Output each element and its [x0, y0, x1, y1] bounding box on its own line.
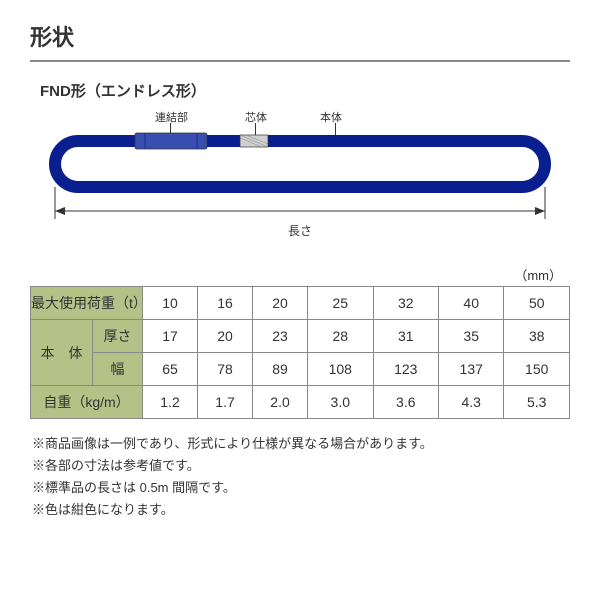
- note-2: ※標準品の長さは 0.5m 間隔です。: [32, 477, 570, 499]
- td-width-2: 89: [253, 353, 308, 386]
- td-thick-6: 38: [504, 320, 570, 353]
- td-weight-3: 3.0: [308, 386, 373, 419]
- td-thick-4: 31: [373, 320, 438, 353]
- td-load-6: 50: [504, 287, 570, 320]
- td-weight-6: 5.3: [504, 386, 570, 419]
- td-width-1: 78: [198, 353, 253, 386]
- td-weight-5: 4.3: [438, 386, 503, 419]
- td-weight-2: 2.0: [253, 386, 308, 419]
- td-width-3: 108: [308, 353, 373, 386]
- spec-table: 最大使用荷重（t） 10 16 20 25 32 40 50 本 体 厚さ 17…: [30, 286, 570, 419]
- td-thick-2: 23: [253, 320, 308, 353]
- td-width-4: 123: [373, 353, 438, 386]
- th-body: 本 体: [31, 320, 93, 386]
- th-load: 最大使用荷重（t）: [31, 287, 143, 320]
- label-length: 長さ: [40, 222, 560, 239]
- td-width-0: 65: [143, 353, 198, 386]
- td-load-5: 40: [438, 287, 503, 320]
- td-thick-1: 20: [198, 320, 253, 353]
- td-thick-5: 35: [438, 320, 503, 353]
- label-body: 本体: [320, 109, 342, 125]
- note-3: ※色は紺色になります。: [32, 499, 570, 521]
- notes-block: ※商品画像は一例であり、形式により仕様が異なる場合があります。 ※各部の寸法は参…: [32, 433, 570, 521]
- td-thick-0: 17: [143, 320, 198, 353]
- td-width-6: 150: [504, 353, 570, 386]
- label-joint: 連結部: [155, 109, 188, 125]
- shape-subtitle: FND形（エンドレス形）: [40, 80, 570, 101]
- unit-label: （mm）: [30, 265, 562, 284]
- label-core: 芯体: [245, 109, 267, 125]
- page-title: 形状: [30, 20, 570, 62]
- th-width: 幅: [93, 353, 143, 386]
- td-weight-4: 3.6: [373, 386, 438, 419]
- td-load-4: 32: [373, 287, 438, 320]
- note-0: ※商品画像は一例であり、形式により仕様が異なる場合があります。: [32, 433, 570, 455]
- note-1: ※各部の寸法は参考値です。: [32, 455, 570, 477]
- td-thick-3: 28: [308, 320, 373, 353]
- sling-diagram: 連結部 芯体 本体 長さ: [40, 109, 560, 249]
- td-load-1: 16: [198, 287, 253, 320]
- td-load-3: 25: [308, 287, 373, 320]
- td-width-5: 137: [438, 353, 503, 386]
- th-thickness: 厚さ: [93, 320, 143, 353]
- td-weight-0: 1.2: [143, 386, 198, 419]
- td-load-2: 20: [253, 287, 308, 320]
- td-weight-1: 1.7: [198, 386, 253, 419]
- td-load-0: 10: [143, 287, 198, 320]
- sling-svg: [40, 131, 560, 231]
- th-weight: 自重（kg/m）: [31, 386, 143, 419]
